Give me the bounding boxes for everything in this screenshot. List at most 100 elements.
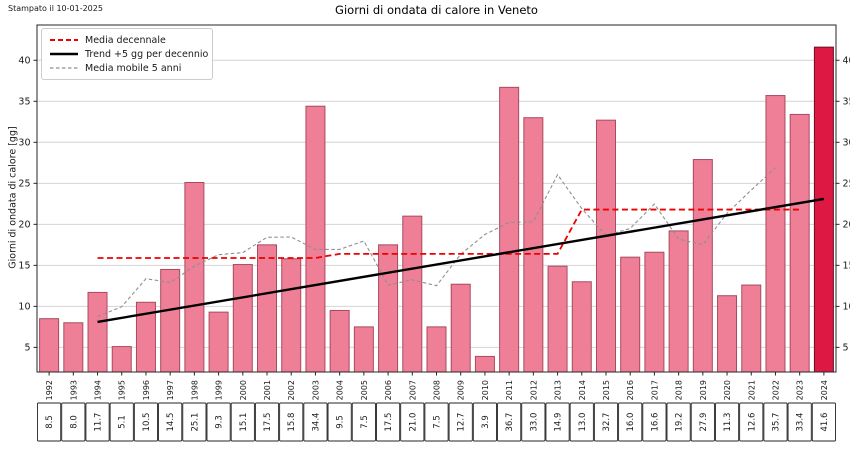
bar-1998	[184, 182, 205, 373]
x-tick-label-2022: 2022	[771, 380, 780, 400]
x-tick-label-2015: 2015	[602, 380, 611, 400]
legend-item-trend: Trend +5 gg per decennio	[49, 47, 208, 61]
table-value-2024: 41.6	[820, 413, 830, 432]
y-tick-label-left: 5	[24, 342, 30, 353]
table-cell-2015	[593, 402, 619, 442]
x-tick-label-2021: 2021	[747, 380, 756, 400]
table-cell-1996	[133, 402, 159, 442]
table-cell-1993	[61, 402, 86, 442]
table-cell-2006	[376, 402, 401, 442]
red-dashed-line-icon	[50, 39, 78, 41]
moving-average-line	[97, 167, 776, 318]
x-tick-label-2011: 2011	[505, 380, 514, 400]
bar-2001	[257, 244, 278, 373]
x-tick-label-1994: 1994	[94, 380, 103, 400]
bar-2007	[402, 215, 423, 373]
bar-2010	[474, 355, 495, 373]
table-value-2013: 14.9	[554, 413, 564, 432]
x-tick-label-2001: 2001	[263, 380, 272, 400]
legend-label: Media decennale	[85, 34, 166, 46]
table-cell-2007	[400, 402, 425, 442]
x-tick-label-2005: 2005	[360, 380, 369, 400]
table-value-2009: 12.7	[457, 413, 467, 432]
table-cell-1997	[158, 402, 183, 442]
table-value-2023: 33.4	[796, 413, 806, 432]
x-tick-label-1992: 1992	[45, 380, 54, 400]
bar-2019	[692, 159, 713, 373]
bar-2011	[499, 86, 520, 373]
table-cell-1998	[182, 402, 207, 442]
bar-2012	[523, 117, 544, 373]
table-cell-2022	[763, 402, 788, 442]
table-cell-2012	[521, 402, 546, 442]
table-value-2017: 16.6	[650, 413, 660, 432]
bar-2020	[717, 295, 738, 373]
x-tick-label-2004: 2004	[336, 380, 345, 400]
y-tick-label-right: 40	[843, 55, 850, 66]
x-tick-label-2012: 2012	[529, 380, 538, 400]
table-value-1992: 8.5	[45, 415, 55, 429]
x-tick-label-2018: 2018	[675, 380, 684, 400]
table-cell-2001	[254, 402, 280, 442]
bar-2017	[644, 251, 665, 373]
bar-2015	[595, 119, 616, 373]
table-value-2015: 32.7	[602, 413, 612, 432]
table-cell-2011	[497, 402, 522, 442]
x-tick-label-2019: 2019	[699, 380, 708, 400]
table-cell-1995	[109, 402, 134, 442]
table-value-2012: 33.0	[529, 413, 539, 432]
table-cell-2009	[448, 402, 473, 442]
y-tick-label-right: 35	[843, 96, 850, 107]
bar-2018	[668, 230, 689, 373]
table-value-2019: 27.9	[699, 413, 709, 432]
trend-line	[97, 197, 825, 324]
table-value-2001: 17.5	[263, 413, 273, 432]
y-tick-label-right: 25	[843, 178, 850, 189]
x-tick-label-2007: 2007	[408, 380, 417, 400]
bar-2024	[813, 46, 834, 373]
x-tick-label-1999: 1999	[215, 380, 224, 400]
table-value-2020: 11.3	[723, 413, 733, 432]
table-value-2000: 15.1	[239, 413, 249, 432]
table-value-2006: 17.5	[384, 413, 394, 432]
table-value-1997: 14.5	[166, 413, 176, 432]
y-tick-label-right: 5	[843, 342, 849, 353]
table-cell-2019	[690, 402, 715, 442]
bar-2022	[765, 95, 786, 373]
bar-2014	[571, 281, 592, 373]
legend-label: Media mobile 5 anni	[85, 62, 182, 74]
bar-2004	[329, 309, 350, 373]
table-value-2014: 13.0	[578, 413, 588, 432]
bar-1992	[39, 318, 60, 373]
table-cell-2021	[739, 402, 764, 442]
table-value-1994: 11.7	[94, 413, 104, 432]
table-value-2008: 7.5	[433, 415, 443, 429]
table-cell-2013	[545, 402, 570, 442]
table-cell-2010	[472, 402, 497, 442]
y-tick-label-right: 15	[843, 260, 850, 271]
table-cell-2014	[569, 402, 594, 442]
x-tick-label-2010: 2010	[481, 380, 490, 400]
table-cell-2024	[811, 402, 836, 442]
y-tick-label-left: 10	[18, 301, 30, 312]
table-value-1995: 5.1	[118, 415, 128, 429]
table-cell-2020	[714, 402, 740, 442]
legend-item-media-decennale: Media decennale	[49, 33, 204, 47]
legend-item-media-mobile: Media mobile 5 anni	[49, 61, 204, 75]
table-cell-2008	[424, 402, 449, 442]
bar-2000	[232, 264, 253, 373]
table-cell-1992	[37, 402, 62, 442]
y-tick-label-left: 20	[18, 219, 30, 230]
y-tick-label-right: 20	[843, 219, 850, 230]
bar-1993	[63, 322, 84, 373]
table-value-2002: 15.8	[287, 413, 297, 432]
x-tick-label-2014: 2014	[578, 380, 587, 400]
x-tick-label-2023: 2023	[796, 380, 805, 400]
bar-2005	[353, 326, 374, 373]
x-tick-label-1996: 1996	[142, 380, 151, 400]
table-value-2003: 34.4	[311, 413, 321, 432]
table-cell-2002	[279, 402, 304, 442]
table-cell-2000	[230, 402, 255, 442]
bar-2023	[789, 113, 810, 373]
